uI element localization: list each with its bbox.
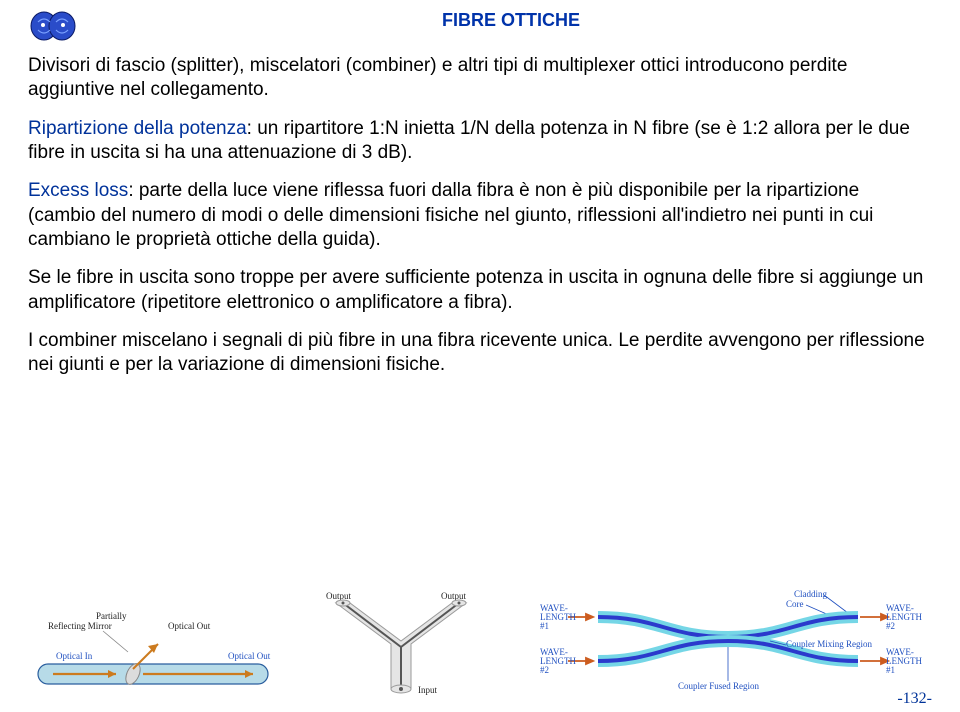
fig1-label-partially: Partially <box>96 611 127 621</box>
keyword-excess-loss: Excess loss <box>28 180 128 201</box>
para-3-rest: : parte della luce viene riflessa fuori … <box>28 180 873 250</box>
logo-brain-icon <box>28 8 78 44</box>
fig1-label-optical-out: Optical Out <box>168 621 211 631</box>
fig1-label-optical-in: Optical In <box>56 651 93 661</box>
para-4: Se le fibre in uscita sono troppe per av… <box>28 266 932 315</box>
fig2-label-output-r: Output <box>441 591 467 601</box>
body-text-block: Divisori di fascio (splitter), miscelato… <box>28 54 932 377</box>
fig3-label-cladding: Cladding <box>794 589 827 599</box>
fig1-label-reflecting: Reflecting Mirror <box>48 621 112 631</box>
fig3-label-wl1-r: WAVE-LENGTH#1 <box>886 647 922 675</box>
page-number: -132- <box>897 690 932 708</box>
keyword-ripartizione: Ripartizione della potenza <box>28 118 247 139</box>
para-2: Ripartizione della potenza: un ripartito… <box>28 117 932 166</box>
fig3-label-wl1-l: WAVE-LENGTH#1 <box>540 603 576 631</box>
fig3-label-core: Core <box>786 599 804 609</box>
fig1-label-optical-out-right: Optical Out <box>228 651 271 661</box>
page-title: FIBRE OTTICHE <box>90 10 932 31</box>
figure-y-splitter: Output Output Input <box>296 589 506 699</box>
figure-fused-coupler: Cladding Core WAVE-LENGTH#1 WAVE-LENGTH#… <box>524 589 932 699</box>
para-1: Divisori di fascio (splitter), miscelato… <box>28 54 932 103</box>
fig3-label-wl2-r: WAVE-LENGTH#2 <box>886 603 922 631</box>
fig3-label-fused: Coupler Fused Region <box>678 681 759 691</box>
fig3-label-mix: Coupler Mixing Region <box>786 639 872 649</box>
fig2-label-output-l: Output <box>326 591 352 601</box>
figure-mirror-splitter: Partially Reflecting Mirror Optical Out … <box>28 609 278 699</box>
para-3: Excess loss: parte della luce viene rifl… <box>28 179 932 252</box>
para-5: I combiner miscelano i segnali di più fi… <box>28 329 932 378</box>
fig3-label-wl2-l: WAVE-LENGTH#2 <box>540 647 576 675</box>
fig2-label-input: Input <box>418 685 437 695</box>
